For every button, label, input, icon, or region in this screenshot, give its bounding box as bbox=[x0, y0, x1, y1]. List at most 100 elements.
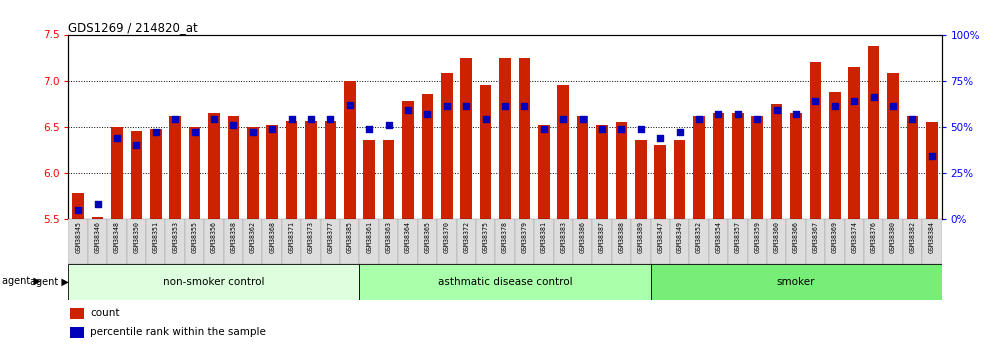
Bar bbox=[437, 219, 456, 264]
Text: GSM38348: GSM38348 bbox=[114, 221, 120, 253]
Bar bbox=[790, 113, 802, 219]
Point bbox=[594, 126, 610, 131]
Bar bbox=[127, 219, 146, 264]
Text: GSM38346: GSM38346 bbox=[95, 221, 101, 253]
Text: asthmatic disease control: asthmatic disease control bbox=[438, 277, 572, 287]
Point bbox=[787, 111, 804, 117]
Text: GSM38349: GSM38349 bbox=[677, 221, 683, 253]
Bar bbox=[728, 219, 747, 264]
Text: GSM38367: GSM38367 bbox=[813, 221, 819, 253]
Bar bbox=[825, 219, 845, 264]
Bar bbox=[922, 219, 942, 264]
Text: GSM38370: GSM38370 bbox=[444, 221, 450, 253]
Point bbox=[148, 130, 164, 135]
Bar bbox=[732, 113, 743, 219]
Bar bbox=[651, 264, 942, 300]
Point bbox=[846, 98, 862, 104]
Point bbox=[109, 135, 125, 141]
Text: count: count bbox=[90, 308, 120, 318]
Point bbox=[653, 135, 669, 141]
Bar bbox=[906, 116, 918, 219]
Point bbox=[186, 130, 202, 135]
Text: GSM38378: GSM38378 bbox=[502, 221, 508, 253]
Point bbox=[827, 104, 843, 109]
Bar bbox=[635, 140, 646, 219]
Bar bbox=[829, 92, 841, 219]
Text: GSM38353: GSM38353 bbox=[172, 221, 178, 253]
Text: GSM38377: GSM38377 bbox=[327, 221, 333, 253]
Bar bbox=[849, 67, 860, 219]
Bar bbox=[359, 264, 651, 300]
Bar bbox=[538, 125, 550, 219]
Bar bbox=[344, 81, 355, 219]
Bar bbox=[243, 219, 263, 264]
Text: GSM38354: GSM38354 bbox=[715, 221, 721, 253]
Text: GSM38381: GSM38381 bbox=[541, 221, 547, 253]
Text: GSM38382: GSM38382 bbox=[909, 221, 915, 253]
Point bbox=[904, 117, 920, 122]
Text: GSM38356: GSM38356 bbox=[211, 221, 217, 253]
Point bbox=[284, 117, 300, 122]
Text: GSM38380: GSM38380 bbox=[890, 221, 896, 253]
Text: GSM38369: GSM38369 bbox=[832, 221, 838, 253]
Point bbox=[264, 126, 280, 131]
Bar bbox=[926, 122, 938, 219]
Text: GSM38373: GSM38373 bbox=[308, 221, 314, 253]
Bar bbox=[460, 58, 472, 219]
Text: GSM38362: GSM38362 bbox=[250, 221, 256, 253]
Text: GSM38379: GSM38379 bbox=[522, 221, 528, 253]
Bar bbox=[751, 116, 763, 219]
Point bbox=[303, 117, 319, 122]
Text: GSM38365: GSM38365 bbox=[424, 221, 430, 253]
Bar bbox=[786, 219, 806, 264]
Bar bbox=[165, 219, 185, 264]
Bar bbox=[108, 219, 127, 264]
Text: smoker: smoker bbox=[776, 277, 816, 287]
Bar bbox=[515, 219, 534, 264]
Bar bbox=[596, 125, 608, 219]
Point bbox=[90, 201, 106, 207]
Bar bbox=[592, 219, 611, 264]
Bar bbox=[767, 219, 786, 264]
Bar bbox=[204, 219, 224, 264]
Text: GSM38385: GSM38385 bbox=[346, 221, 352, 253]
Point bbox=[439, 104, 455, 109]
Bar bbox=[479, 85, 491, 219]
Text: GSM38376: GSM38376 bbox=[871, 221, 877, 253]
Point bbox=[70, 207, 87, 213]
Text: GSM38357: GSM38357 bbox=[735, 221, 741, 253]
Text: GSM38358: GSM38358 bbox=[231, 221, 237, 253]
Bar bbox=[845, 219, 864, 264]
Bar bbox=[111, 127, 123, 219]
Text: GSM38368: GSM38368 bbox=[269, 221, 275, 253]
Bar bbox=[499, 58, 511, 219]
Bar bbox=[185, 219, 204, 264]
Text: agent ▶: agent ▶ bbox=[29, 277, 68, 287]
Bar bbox=[690, 219, 709, 264]
Bar bbox=[534, 219, 554, 264]
Point bbox=[167, 117, 183, 122]
Bar bbox=[286, 121, 297, 219]
Text: agent ▶: agent ▶ bbox=[2, 276, 41, 286]
Text: GSM38350: GSM38350 bbox=[133, 221, 139, 253]
Bar bbox=[88, 219, 108, 264]
Bar bbox=[131, 131, 142, 219]
Text: non-smoker control: non-smoker control bbox=[163, 277, 265, 287]
Bar bbox=[651, 219, 670, 264]
Text: GSM38352: GSM38352 bbox=[696, 221, 702, 253]
Point bbox=[245, 130, 261, 135]
Bar bbox=[670, 219, 690, 264]
Bar bbox=[554, 219, 573, 264]
Bar bbox=[713, 113, 724, 219]
Bar bbox=[883, 219, 902, 264]
Text: GSM38389: GSM38389 bbox=[637, 221, 643, 253]
Bar bbox=[282, 219, 301, 264]
Text: GSM38387: GSM38387 bbox=[599, 221, 605, 253]
Point bbox=[575, 117, 591, 122]
Bar bbox=[379, 219, 399, 264]
Point bbox=[691, 117, 707, 122]
Point bbox=[672, 130, 688, 135]
Bar bbox=[68, 219, 88, 264]
Bar bbox=[456, 219, 476, 264]
Bar bbox=[806, 219, 825, 264]
